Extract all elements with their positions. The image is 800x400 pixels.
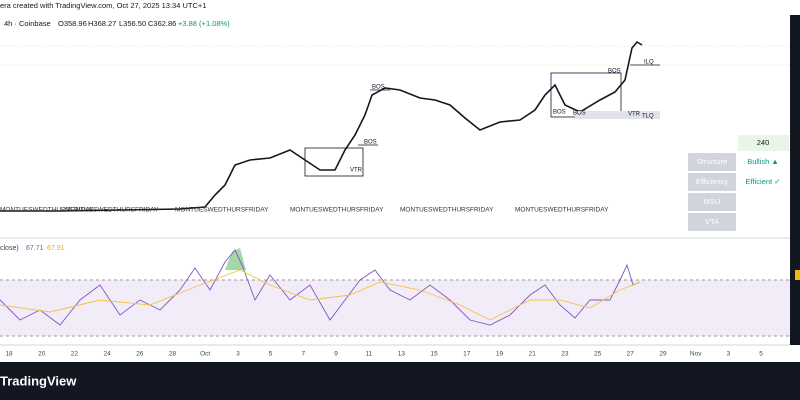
close: C362.86	[148, 19, 176, 28]
timeframe: 240	[757, 138, 770, 147]
panel-cell	[688, 193, 736, 211]
time-label: 28	[169, 351, 177, 358]
panel-cell	[688, 173, 736, 191]
annotation: VTR	[628, 112, 641, 118]
rsi-band	[0, 280, 790, 336]
annotation: ILQ	[644, 60, 654, 66]
zone-box	[304, 147, 364, 177]
logo: TradingView	[0, 373, 77, 388]
efficiency-label: Efficiency	[696, 177, 728, 186]
time-label: 23	[561, 351, 569, 358]
efficiency-state: Efficient ✓	[746, 177, 781, 186]
time-label: 5	[269, 351, 273, 358]
open: O358.96	[58, 19, 87, 28]
time-label: 29	[659, 351, 667, 358]
rsi-average	[0, 269, 641, 321]
time-label: 5	[759, 351, 763, 358]
time-label: 19	[496, 351, 504, 358]
panel-cell	[688, 153, 736, 171]
time-label: 13	[398, 351, 406, 358]
structure-state: Bullish ▲	[747, 157, 779, 166]
rsi-overbought	[225, 248, 246, 270]
panel-cell	[688, 213, 736, 231]
rsi-label: close)	[0, 245, 19, 252]
time-label: 18	[5, 351, 13, 358]
rsi-marker	[795, 270, 800, 280]
rsi-value: 67.71	[26, 245, 44, 252]
annotation: TLQ	[642, 114, 654, 120]
weekday-labels: MONTUESWEDTHURSFRIDAY	[65, 207, 159, 214]
time-label: 24	[103, 351, 111, 358]
time-label: Oct	[200, 351, 210, 358]
price-scale-edge	[790, 15, 800, 345]
time-label: 26	[136, 351, 144, 358]
change: +3.88 (+1.08%)	[178, 19, 230, 28]
time-label: 3	[727, 351, 731, 358]
low: L356.50	[119, 19, 146, 28]
annotation: BOS	[372, 85, 385, 91]
price-path	[0, 40, 643, 212]
weekday-labels: MONTUESWEDTHURSFRIDAY	[515, 207, 609, 214]
rsi-average-value: 67.91	[47, 245, 65, 252]
time-label: 25	[594, 351, 602, 358]
annotation: BOS	[608, 69, 621, 75]
timeframe-cell	[738, 135, 789, 151]
time-label: 27	[627, 351, 635, 358]
rsi-line	[0, 249, 641, 326]
time-label: 20	[38, 351, 46, 358]
annotation: BOS	[573, 111, 586, 117]
annotation: BOS	[364, 140, 377, 146]
annotation: VTR	[350, 168, 363, 174]
liquidity-zone	[575, 111, 660, 119]
weekday-labels: MONTUESWEDTHURSFRIDAY	[290, 207, 384, 214]
time-label: 3	[236, 351, 240, 358]
structure-label: Structure	[697, 157, 727, 166]
time-label: 22	[71, 351, 79, 358]
time-label: 21	[529, 351, 537, 358]
high: H368.27	[88, 19, 116, 28]
annotation: BOS	[553, 110, 566, 116]
time-label: 9	[334, 351, 338, 358]
msu-label: MSU	[704, 197, 721, 206]
time-label: 7	[301, 351, 305, 358]
time-label: Nov	[690, 351, 702, 358]
weekday-labels: MONTUESWEDTHURSFRIDAY	[175, 207, 269, 214]
weekday-labels: MONTUESWEDTHURSFRIDAY	[400, 207, 494, 214]
header-title: era created with TradingView.com, Oct 27…	[0, 1, 206, 10]
time-label: 11	[365, 351, 372, 358]
footer	[0, 362, 800, 400]
vta-label: VTA	[705, 217, 719, 226]
weekday-labels: MONTUESWEDTHURSFRIDAY	[0, 207, 94, 214]
symbol: 4h · Coinbase	[4, 19, 51, 28]
time-label: 15	[430, 351, 438, 358]
time-label: 17	[463, 351, 471, 358]
